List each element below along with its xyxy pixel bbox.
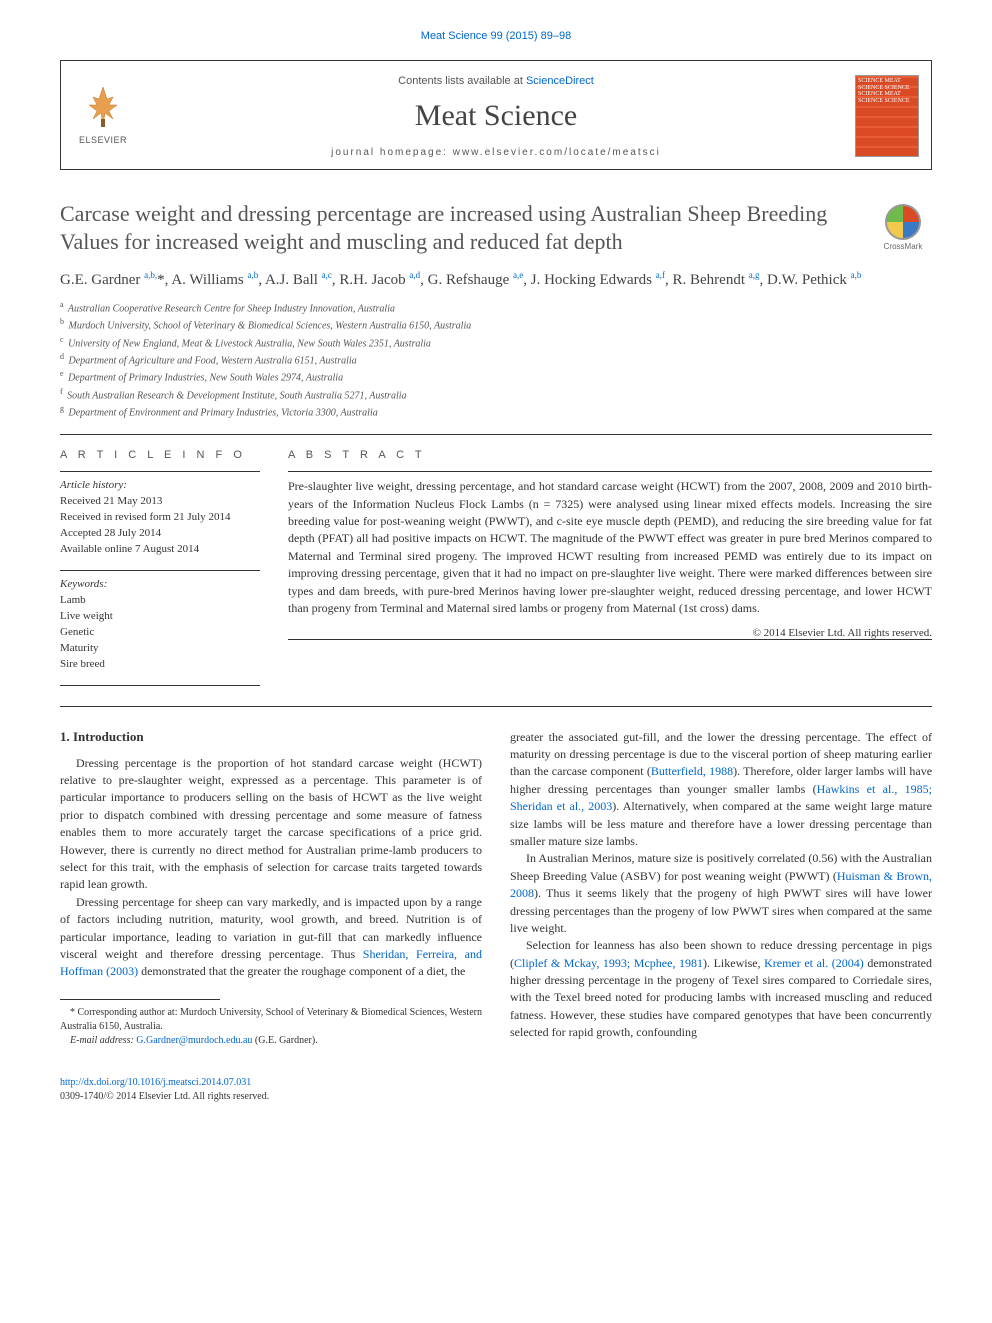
body-paragraph: Dressing percentage is the proportion of… bbox=[60, 755, 482, 894]
abstract-column: A B S T R A C T Pre-slaughter live weigh… bbox=[288, 449, 932, 691]
keyword: Lamb bbox=[60, 593, 260, 609]
article-info-column: A R T I C L E I N F O Article history: R… bbox=[60, 449, 260, 691]
elsevier-tree-icon bbox=[79, 81, 127, 129]
author-list: G.E. Gardner a,b,*, A. Williams a,b, A.J… bbox=[60, 269, 932, 291]
intro-heading: 1. Introduction bbox=[60, 729, 482, 745]
affiliation-line: f South Australian Research & Developmen… bbox=[60, 386, 932, 403]
history-line: Accepted 28 July 2014 bbox=[60, 526, 260, 542]
affiliation-line: a Australian Cooperative Research Centre… bbox=[60, 299, 932, 316]
abstract-copyright: © 2014 Elsevier Ltd. All rights reserved… bbox=[288, 627, 932, 639]
abstract-heading: A B S T R A C T bbox=[288, 449, 932, 461]
crossmark-label: CrossMark bbox=[874, 242, 932, 251]
abstract-text: Pre-slaughter live weight, dressing perc… bbox=[288, 478, 932, 617]
body-col-right: greater the associated gut-fill, and the… bbox=[510, 729, 932, 1048]
keyword: Sire breed bbox=[60, 657, 260, 673]
keyword: Maturity bbox=[60, 641, 260, 657]
body-paragraph: greater the associated gut-fill, and the… bbox=[510, 729, 932, 851]
keyword: Live weight bbox=[60, 609, 260, 625]
issn-copyright: 0309-1740/© 2014 Elsevier Ltd. All right… bbox=[60, 1090, 932, 1104]
publisher-name: ELSEVIER bbox=[73, 135, 133, 145]
footnote-divider bbox=[60, 999, 220, 1000]
info-divider bbox=[60, 471, 260, 472]
footer-block: http://dx.doi.org/10.1016/j.meatsci.2014… bbox=[60, 1076, 932, 1104]
history-line: Received in revised form 21 July 2014 bbox=[60, 510, 260, 526]
affiliation-line: e Department of Primary Industries, New … bbox=[60, 368, 932, 385]
body-paragraph: Dressing percentage for sheep can vary m… bbox=[60, 894, 482, 981]
publisher-logo: ELSEVIER bbox=[73, 81, 133, 145]
section-divider bbox=[60, 434, 932, 435]
affiliation-line: b Murdoch University, School of Veterina… bbox=[60, 316, 932, 333]
info-divider bbox=[60, 570, 260, 571]
affiliation-line: c University of New England, Meat & Live… bbox=[60, 334, 932, 351]
affiliation-line: g Department of Environment and Primary … bbox=[60, 403, 932, 420]
body-paragraph: In Australian Merinos, mature size is po… bbox=[510, 850, 932, 937]
journal-header: ELSEVIER Contents lists available at Sci… bbox=[60, 60, 932, 170]
corresponding-author-footnote: * Corresponding author at: Murdoch Unive… bbox=[60, 1006, 482, 1034]
journal-citation: Meat Science 99 (2015) 89–98 bbox=[60, 30, 932, 42]
article-info-heading: A R T I C L E I N F O bbox=[60, 449, 260, 461]
history-label: Article history: bbox=[60, 478, 260, 494]
crossmark-icon bbox=[885, 204, 921, 240]
history-dates: Received 21 May 2013Received in revised … bbox=[60, 494, 260, 558]
keywords-list: LambLive weightGeneticMaturitySire breed bbox=[60, 593, 260, 673]
section-divider bbox=[60, 706, 932, 707]
journal-title: Meat Science bbox=[61, 99, 931, 133]
abstract-divider bbox=[288, 471, 932, 472]
affiliations-list: a Australian Cooperative Research Centre… bbox=[60, 299, 932, 420]
journal-homepage: journal homepage: www.elsevier.com/locat… bbox=[61, 147, 931, 158]
doi-link[interactable]: http://dx.doi.org/10.1016/j.meatsci.2014… bbox=[60, 1077, 251, 1088]
keywords-label: Keywords: bbox=[60, 577, 260, 593]
abstract-divider-bottom bbox=[288, 639, 932, 640]
keyword: Genetic bbox=[60, 625, 260, 641]
contents-lists-line: Contents lists available at ScienceDirec… bbox=[61, 75, 931, 87]
crossmark-badge[interactable]: CrossMark bbox=[874, 204, 932, 251]
author-email-link[interactable]: G.Gardner@murdoch.edu.au bbox=[136, 1035, 252, 1046]
body-paragraph: Selection for leanness has also been sho… bbox=[510, 937, 932, 1041]
info-divider bbox=[60, 685, 260, 686]
sciencedirect-link[interactable]: ScienceDirect bbox=[526, 75, 594, 87]
history-line: Available online 7 August 2014 bbox=[60, 542, 260, 558]
affiliation-line: d Department of Agriculture and Food, We… bbox=[60, 351, 932, 368]
article-title: Carcase weight and dressing percentage a… bbox=[60, 200, 854, 255]
body-two-column: 1. Introduction Dressing percentage is t… bbox=[60, 729, 932, 1048]
body-col-left: 1. Introduction Dressing percentage is t… bbox=[60, 729, 482, 1048]
history-line: Received 21 May 2013 bbox=[60, 494, 260, 510]
email-footnote: E-mail address: G.Gardner@murdoch.edu.au… bbox=[60, 1034, 482, 1048]
journal-cover-thumbnail: SCIENCE MEAT SCIENCE SCIENCE SCIENCE MEA… bbox=[855, 75, 919, 157]
